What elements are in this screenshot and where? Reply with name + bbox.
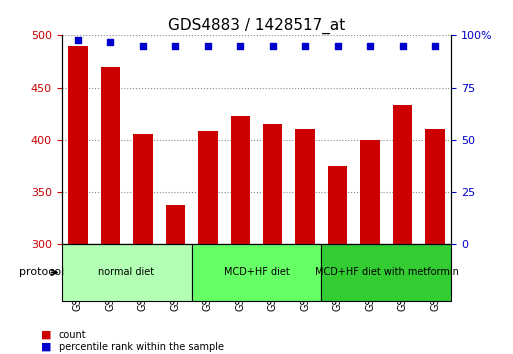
Text: MCD+HF diet: MCD+HF diet	[224, 268, 289, 278]
Bar	[263, 124, 283, 244]
Point	[366, 43, 374, 48]
Point	[106, 39, 114, 45]
Point	[171, 43, 180, 48]
Bar	[295, 129, 315, 244]
Point	[399, 43, 407, 48]
Text: count: count	[59, 330, 87, 339]
Bar	[425, 129, 445, 244]
Bar	[101, 67, 120, 244]
Text: percentile rank within the sample: percentile rank within the sample	[59, 342, 224, 352]
Text: ■: ■	[41, 342, 51, 352]
Point	[74, 37, 82, 42]
Bar	[328, 166, 347, 244]
FancyBboxPatch shape	[191, 244, 322, 301]
Text: normal diet: normal diet	[98, 268, 154, 278]
Point	[333, 43, 342, 48]
Bar	[198, 131, 218, 244]
Point	[236, 43, 244, 48]
Point	[204, 43, 212, 48]
FancyBboxPatch shape	[62, 244, 191, 301]
Text: protocol: protocol	[19, 268, 65, 278]
Bar	[68, 46, 88, 244]
Text: MCD+HF diet with metformin: MCD+HF diet with metformin	[314, 268, 459, 278]
FancyBboxPatch shape	[322, 244, 451, 301]
Bar	[166, 205, 185, 244]
Point	[139, 43, 147, 48]
Bar	[230, 116, 250, 244]
Bar	[133, 135, 152, 244]
Text: ■: ■	[41, 330, 51, 339]
Point	[301, 43, 309, 48]
Point	[431, 43, 439, 48]
Title: GDS4883 / 1428517_at: GDS4883 / 1428517_at	[168, 18, 345, 34]
Bar	[361, 140, 380, 244]
Point	[269, 43, 277, 48]
Bar	[393, 105, 412, 244]
